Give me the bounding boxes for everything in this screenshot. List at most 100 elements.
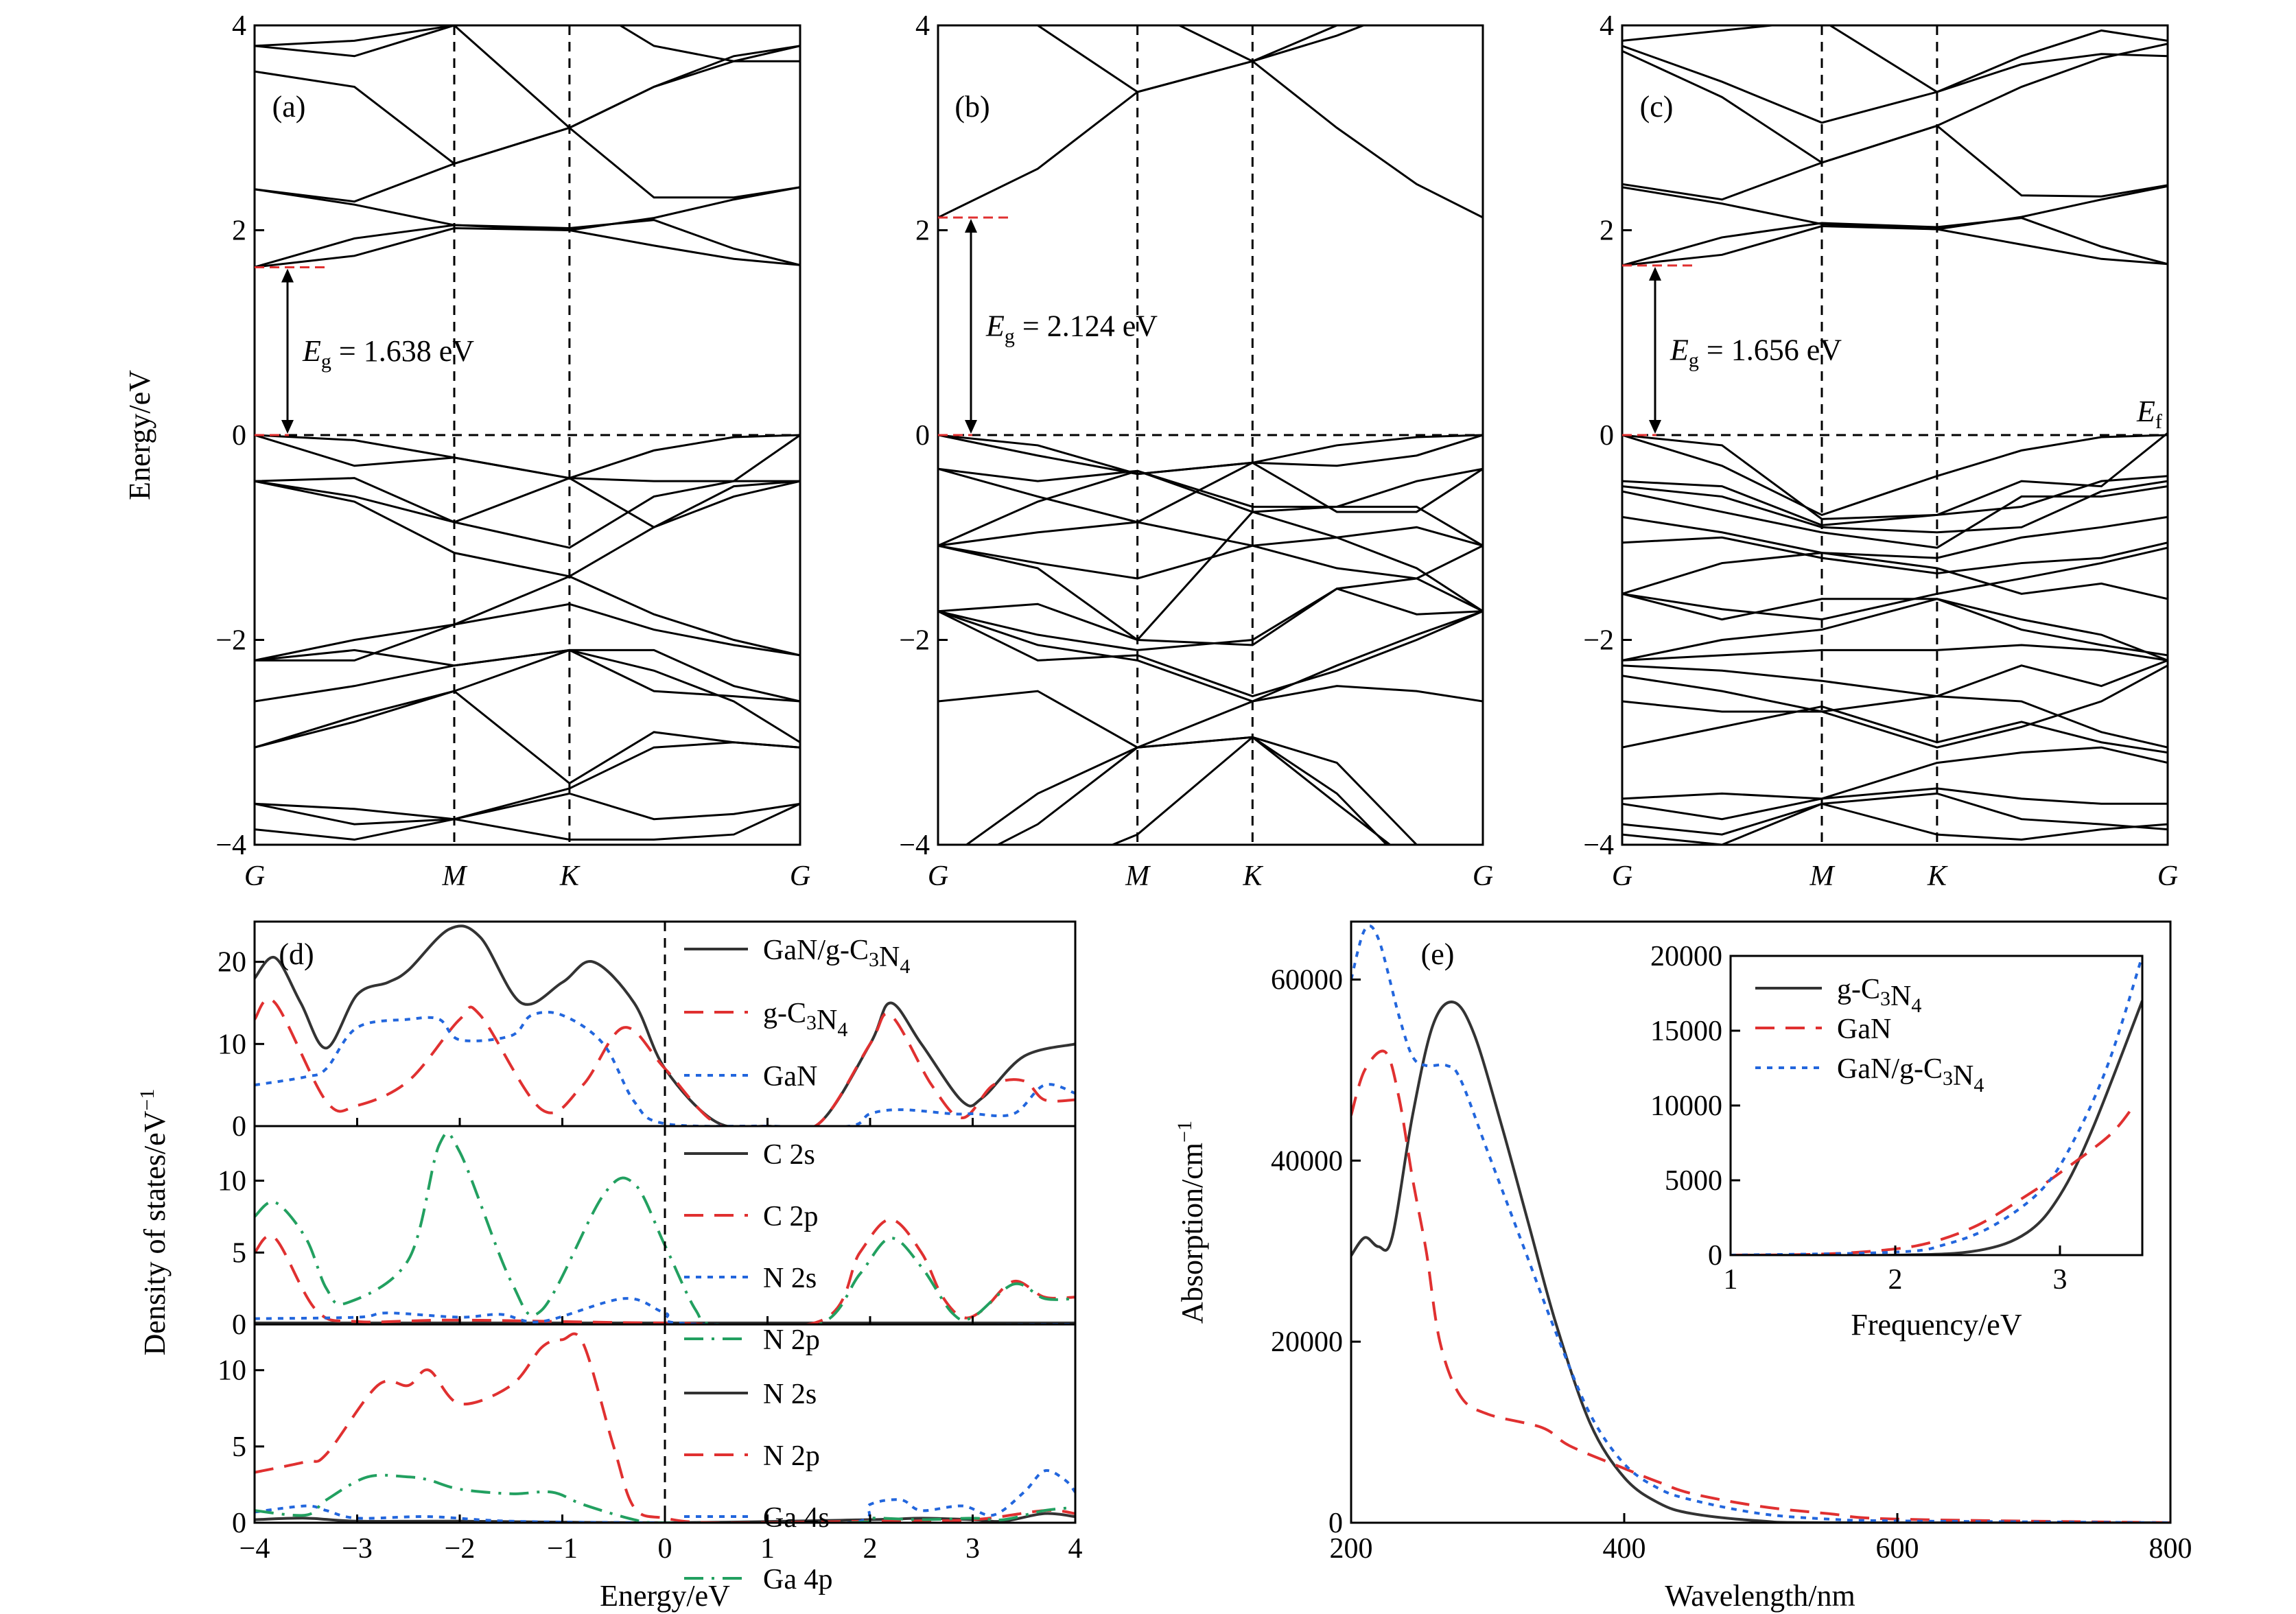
k-point-label: G (2157, 861, 2178, 892)
band-line-18 (1622, 644, 2168, 662)
band-line-3 (1622, 124, 2168, 201)
y-tick-label: −4 (899, 830, 930, 861)
band-line-0 (255, 227, 800, 268)
band-gap-label: Eg = 2.124 eV (985, 309, 1158, 347)
panel-label: (d) (279, 937, 314, 971)
legend-label: GaN (1837, 1014, 1891, 1045)
band-line-19 (1622, 659, 2168, 698)
panel-label: (a) (272, 90, 306, 124)
legend-label: g-C3N4 (763, 998, 847, 1041)
band-line-2 (1177, 25, 1367, 62)
band-line-1 (1622, 217, 2168, 267)
x-tick-label: 2 (1888, 1264, 1903, 1296)
legend-label: N 2p (763, 1440, 820, 1472)
y-tick-label: 0 (1708, 1240, 1722, 1272)
dos-curve-g-C3N4 (255, 998, 1075, 1126)
absorption-curves (1351, 924, 2170, 1523)
x-tick-label: 2 (863, 1533, 878, 1565)
legend-label: Ga 4s (763, 1502, 830, 1534)
band-line-14 (938, 610, 1483, 703)
band-line-15 (938, 685, 1483, 749)
x-tick-label: 1 (1724, 1264, 1738, 1296)
x-axis-label: Wavelength/nm (1665, 1579, 1855, 1613)
y-tick-label: −4 (215, 830, 246, 861)
k-point-label: G (928, 861, 948, 892)
ylabel-sup: −1 (1173, 1121, 1196, 1143)
y-tick-label: 0 (1328, 1508, 1343, 1539)
band-line-16 (964, 736, 1392, 845)
y-tick-label: 2 (1600, 215, 1614, 247)
k-point-label: K (1927, 861, 1948, 892)
band-line-3 (255, 126, 800, 203)
band-y-axis-label: Energy/eV (123, 370, 156, 500)
y-tick-label: −4 (1583, 830, 1614, 861)
band-line-8 (1622, 432, 2168, 520)
band-line-7 (1622, 434, 2168, 517)
x-axis-label: Energy/eV (600, 1579, 730, 1613)
y-tick-label: 5 (232, 1431, 246, 1463)
y-tick-label: 0 (915, 420, 930, 452)
band-line-9 (938, 521, 1483, 580)
y-tick-label: −2 (215, 625, 246, 657)
band-gap-value: = 1.638 eV (339, 334, 474, 368)
bands-group (938, 25, 1483, 845)
ylabel-sup: −1 (136, 1089, 159, 1111)
band-line-2 (255, 186, 800, 232)
panel-label: (c) (1640, 90, 1674, 124)
x-tick-label: 4 (1068, 1533, 1083, 1565)
band-line-5 (938, 467, 1483, 513)
band-line-17 (1622, 598, 2168, 662)
x-tick-label: 3 (2053, 1264, 2067, 1296)
y-tick-label: 20000 (1650, 941, 1722, 972)
band-line-10 (938, 544, 1483, 646)
arrow-head-up (1649, 266, 1661, 281)
dos-curve-N-2p (255, 1332, 1075, 1523)
legend-label: C 2p (763, 1201, 819, 1232)
band-line-20 (255, 802, 800, 841)
k-point-label: M (441, 861, 467, 892)
band-gap-value: = 1.656 eV (1707, 333, 1842, 366)
band-line-6 (255, 25, 800, 130)
arrow-head-up (281, 268, 294, 283)
band-line-14 (255, 648, 800, 703)
y-axis-label: Density of states/eV−1 (136, 1089, 172, 1356)
dos-curve-Ga-4p (255, 1473, 1075, 1523)
k-point-label: G (1473, 861, 1493, 892)
y-tick-label: 0 (232, 1111, 246, 1143)
y-tick-label: 40000 (1271, 1145, 1343, 1177)
legend-label: N 2p (763, 1324, 820, 1356)
band-line-6 (1622, 25, 2168, 93)
y-tick-label: 10000 (1650, 1090, 1722, 1122)
x-tick-label: 1 (760, 1533, 775, 1565)
y-tick-label: 5000 (1665, 1165, 1722, 1197)
band-gap-value: = 2.124 eV (1022, 309, 1158, 342)
ylabel-text: Density of states/eV (138, 1110, 172, 1355)
band-line-3 (938, 434, 1483, 476)
fermi-level-label: Ef (2136, 395, 2162, 433)
band-line-5 (255, 25, 800, 62)
bands-group (1622, 25, 2168, 845)
k-point-label: G (244, 861, 265, 892)
y-tick-label: 0 (232, 1309, 246, 1341)
y-tick-label: 0 (232, 420, 246, 452)
band-line-0 (938, 60, 1483, 219)
band-line-1 (255, 219, 800, 268)
absorption-curve-GaN-g-C3N4 (1351, 924, 2170, 1523)
band-line-25 (1622, 792, 2168, 836)
y-tick-label: 10 (218, 1355, 246, 1387)
panel-label: (e) (1421, 937, 1455, 971)
ylabel-text: Absorption/cm (1175, 1143, 1209, 1324)
y-tick-label: −2 (899, 625, 930, 657)
y-tick-label: −2 (1583, 625, 1614, 657)
x-tick-label: −4 (239, 1533, 270, 1565)
band-line-21 (1622, 664, 2168, 749)
x-tick-label: 3 (965, 1533, 980, 1565)
band-line-18 (255, 741, 800, 821)
legend-label: g-C3N4 (1837, 974, 1921, 1017)
k-point-label: G (1612, 861, 1632, 892)
band-line-11 (255, 480, 800, 657)
x-tick-label: −2 (445, 1533, 476, 1565)
y-tick-label: 60000 (1271, 964, 1343, 996)
legend-label: GaN (763, 1061, 817, 1092)
